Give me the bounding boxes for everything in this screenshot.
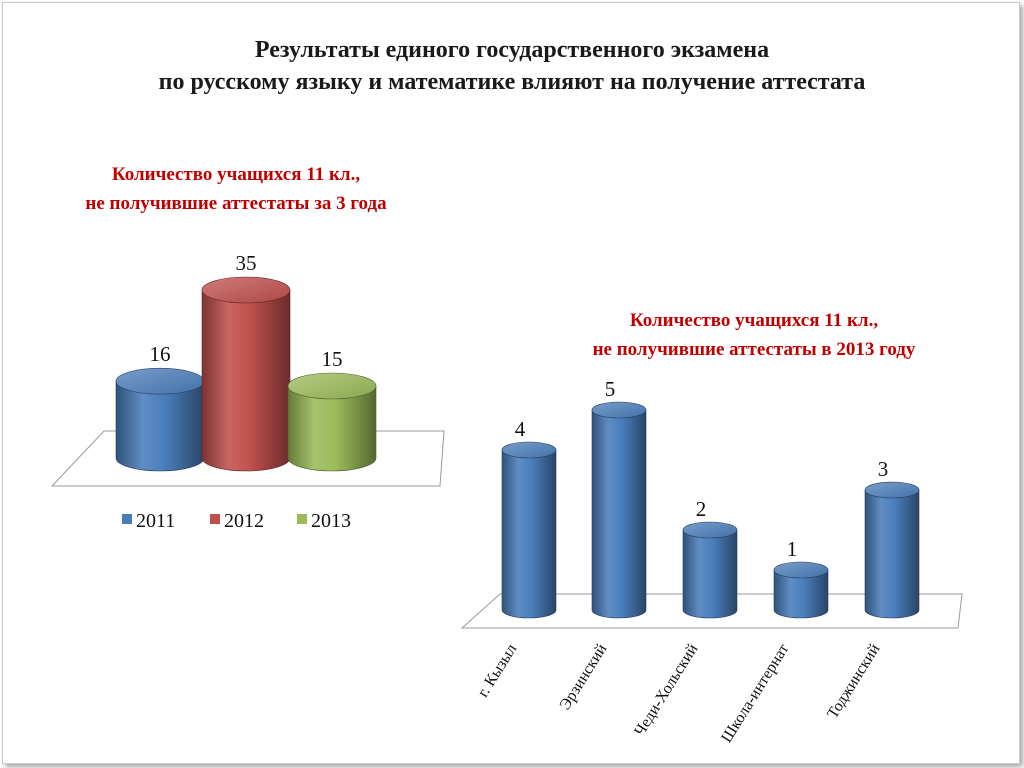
bar-2012 — [201, 276, 291, 472]
chart-1-title: Количество учащихся 11 кл., не получивши… — [20, 160, 452, 218]
legend-label-2011: 2011 — [136, 510, 175, 532]
data-label-2013: 15 — [322, 347, 343, 371]
tick-label-3: Чеди-Хольский — [631, 641, 701, 739]
bar-4-body — [773, 569, 829, 619]
data-label-5: 3 — [878, 457, 889, 481]
legend-item-2011: 2011 — [122, 510, 175, 532]
page-title-line-1: Результаты единого государственного экза… — [254, 37, 770, 63]
chart-1-title-line-1: Количество учащихся 11 кл., — [111, 164, 361, 185]
legend-swatch-2012 — [210, 514, 220, 524]
bar-2012-body — [201, 289, 291, 472]
bar-3-top — [682, 521, 738, 539]
page-title: Результаты единого государственного экза… — [0, 34, 1024, 98]
bar-5-body — [864, 489, 920, 619]
data-label-2: 5 — [605, 377, 616, 401]
bar-1-body — [501, 449, 557, 619]
chart-2-by-district: 4 5 2 1 3 г. Кызыл Эрзинский Чеди-Хольский Школа… — [460, 377, 963, 746]
bar-4-top — [773, 561, 829, 579]
bar-3 — [682, 521, 738, 619]
legend-label-2012: 2012 — [224, 510, 264, 532]
tick-label-4: Школа-интернат — [718, 641, 792, 746]
bar-5-top — [864, 481, 920, 499]
chart-2-title-line-2: не получившие аттестаты в 2013 году — [592, 339, 916, 360]
data-label-2012: 35 — [236, 251, 257, 275]
legend-label-2013: 2013 — [311, 510, 351, 532]
page-title-line-2: по русскому языку и математике влияют на… — [158, 69, 866, 95]
bar-5 — [864, 481, 920, 619]
bar-1 — [501, 441, 557, 619]
legend-item-2012: 2012 — [210, 510, 264, 532]
chart-2-title-line-1: Количество учащихся 11 кл., — [629, 310, 879, 331]
legend-swatch-2011 — [122, 514, 132, 524]
bar-2013-body — [287, 385, 377, 472]
bar-2011 — [115, 367, 205, 472]
bar-2011-top — [115, 367, 205, 395]
data-label-4: 1 — [787, 537, 798, 561]
data-label-1: 4 — [515, 417, 526, 441]
tick-label-1: г. Кызыл — [475, 641, 521, 700]
legend-item-2013: 2013 — [297, 510, 351, 532]
bar-3-body — [682, 529, 738, 619]
bar-1-top — [501, 441, 557, 459]
bar-2-top — [591, 401, 647, 419]
bar-2011-body — [115, 380, 205, 472]
bar-2 — [591, 401, 647, 619]
data-label-3: 2 — [696, 497, 707, 521]
chart-1-yearly-totals: 16 35 15 2011 2012 2013 — [50, 251, 445, 532]
bar-2-body — [591, 409, 647, 619]
bar-2012-top — [201, 276, 291, 304]
tick-label-5: Тоджинский — [824, 641, 883, 722]
data-label-2011: 16 — [150, 342, 171, 366]
chart-2-title: Количество учащихся 11 кл., не получивши… — [508, 306, 1000, 364]
bar-2013-top — [287, 372, 377, 400]
tick-label-2: Эрзинский — [557, 641, 611, 713]
bar-4 — [773, 561, 829, 619]
legend-swatch-2013 — [297, 514, 307, 524]
bar-2013 — [287, 372, 377, 472]
chart-1-title-line-2: не получившие аттестаты за 3 года — [85, 193, 387, 214]
